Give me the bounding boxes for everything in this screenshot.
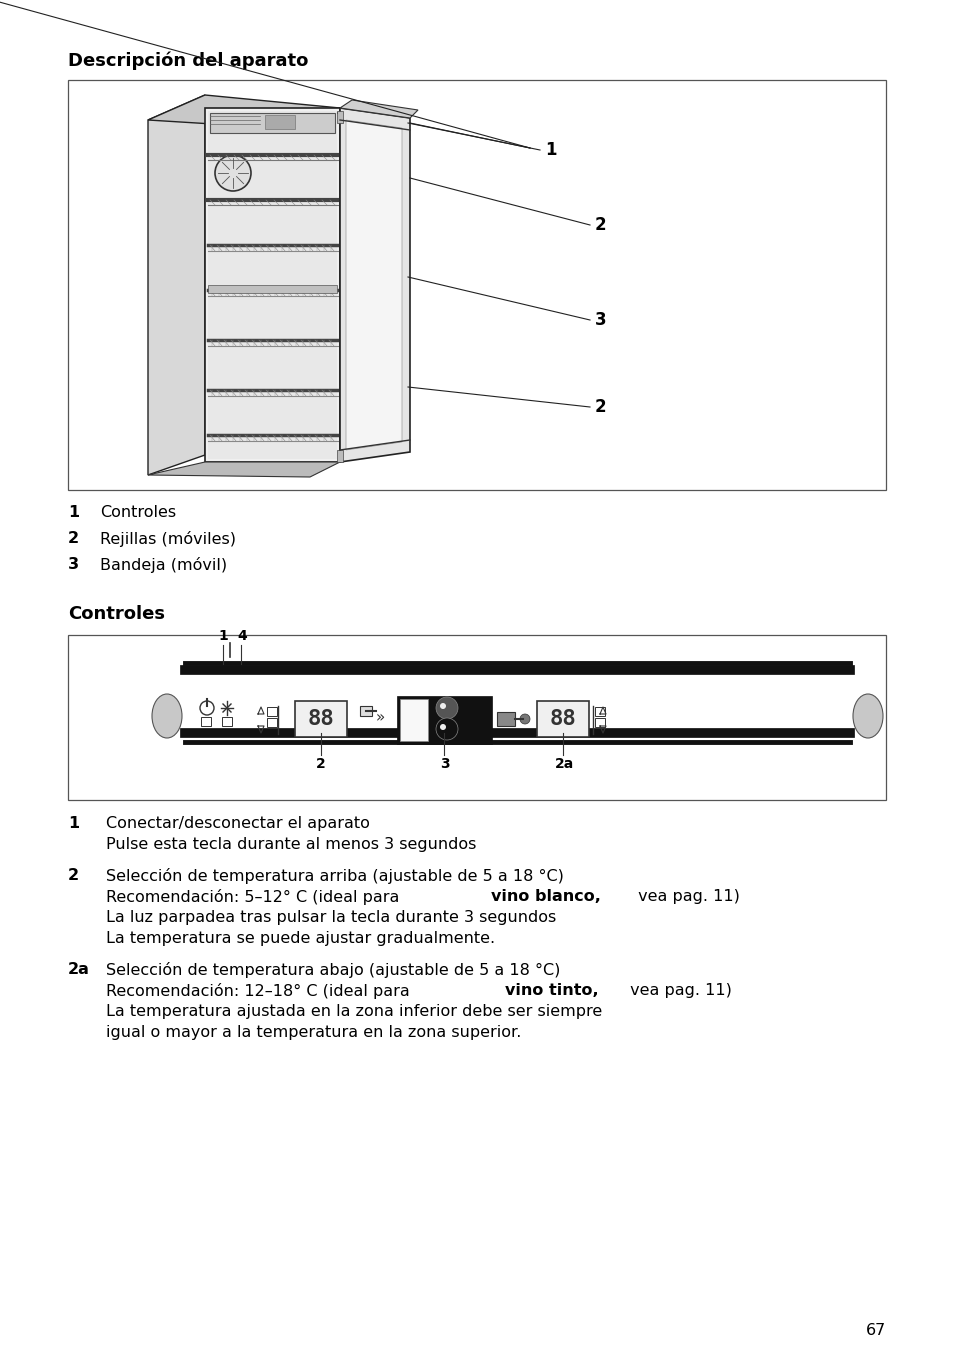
Text: La luz parpadea tras pulsar la tecla durante 3 segundos: La luz parpadea tras pulsar la tecla dur… [106,910,556,925]
Circle shape [439,724,446,730]
Text: 1: 1 [68,816,79,831]
Text: Rejillas (móviles): Rejillas (móviles) [100,531,235,547]
Text: Conectar/desconectar el aparato: Conectar/desconectar el aparato [106,816,370,831]
Text: Descripción del aparato: Descripción del aparato [68,51,308,70]
Text: Recomendación: 5–12° C (ideal para: Recomendación: 5–12° C (ideal para [106,890,404,904]
Bar [208,284,336,292]
Text: vea pag. 11): vea pag. 11) [625,983,732,998]
Polygon shape [148,95,205,475]
Bar [336,450,343,462]
Text: Recomendación: 12–18° C (ideal para: Recomendación: 12–18° C (ideal para [106,983,415,999]
Circle shape [519,714,530,724]
Text: La temperatura se puede ajustar gradualmente.: La temperatura se puede ajustar gradualm… [106,932,495,946]
Text: 1: 1 [544,141,556,158]
Bar [267,718,276,727]
Text: 2: 2 [595,398,606,416]
Text: 88: 88 [549,709,576,728]
Bar [265,115,294,129]
Circle shape [214,154,251,191]
Text: 3: 3 [439,757,449,770]
Text: 3: 3 [68,556,79,571]
Text: Selección de temperatura abajo (ajustable de 5 a 18 °C): Selección de temperatura abajo (ajustabl… [106,961,559,978]
Bar [595,707,604,716]
Bar [396,696,492,743]
Bar [267,707,276,716]
Text: 2: 2 [68,531,79,546]
Polygon shape [148,95,339,130]
Bar [497,712,515,726]
Text: 88: 88 [307,709,334,728]
Text: 2: 2 [68,868,79,883]
Circle shape [436,718,457,741]
Bar [399,699,428,741]
Polygon shape [339,100,417,118]
Bar [68,635,885,800]
Text: 4: 4 [236,630,247,643]
Circle shape [436,697,457,719]
Text: 3: 3 [595,311,606,329]
Text: 2: 2 [315,757,325,770]
Text: vea pag. 11): vea pag. 11) [632,890,739,904]
Bar [201,718,211,726]
Text: La temperatura ajustada en la zona inferior debe ser siempre: La temperatura ajustada en la zona infer… [106,1005,601,1020]
Text: »: » [375,711,384,726]
Text: 2a: 2a [555,757,574,770]
Bar [205,108,339,462]
Text: 1: 1 [68,505,79,520]
Text: Controles: Controles [68,605,165,623]
Bar [222,718,232,726]
Circle shape [439,703,446,709]
Polygon shape [339,108,410,462]
Bar [210,112,335,133]
Ellipse shape [152,695,182,738]
Bar [336,111,343,123]
Bar [359,705,372,716]
Polygon shape [346,121,401,450]
Text: igual o mayor a la temperatura en la zona superior.: igual o mayor a la temperatura en la zon… [106,1025,521,1040]
Text: 67: 67 [864,1323,885,1338]
Bar [537,701,588,737]
Text: Pulse esta tecla durante al menos 3 segundos: Pulse esta tecla durante al menos 3 segu… [106,837,476,852]
Text: 2: 2 [595,217,606,234]
Bar [595,718,604,727]
Text: 1: 1 [218,630,228,643]
Bar [68,80,885,490]
Text: 2a: 2a [68,961,90,978]
Text: Selección de temperatura arriba (ajustable de 5 a 18 °C): Selección de temperatura arriba (ajustab… [106,868,563,884]
Bar [294,701,347,737]
Text: Bandeja (móvil): Bandeja (móvil) [100,556,227,573]
Text: vino blanco,: vino blanco, [491,890,600,904]
Text: Controles: Controles [100,505,176,520]
Polygon shape [148,462,339,477]
Text: vino tinto,: vino tinto, [504,983,598,998]
Ellipse shape [852,695,882,738]
Bar [208,111,336,459]
